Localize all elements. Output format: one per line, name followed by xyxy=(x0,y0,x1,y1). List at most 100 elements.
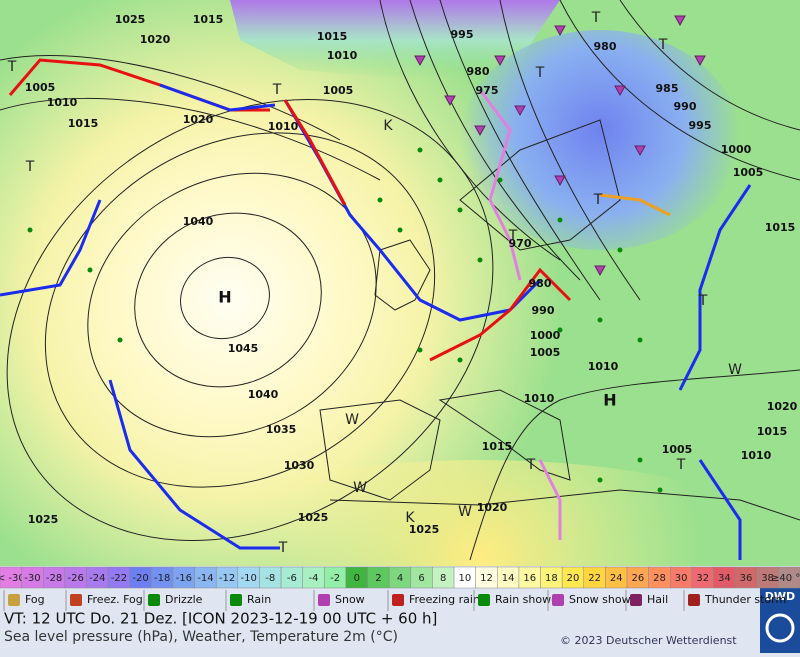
isobar-label: 1000 xyxy=(721,143,752,156)
copyright: © 2023 Deutscher Wetterdienst xyxy=(560,634,737,647)
scale-label: -6 xyxy=(287,573,297,584)
map-symbol: T xyxy=(593,192,603,208)
legend-label: Thunder storm xyxy=(704,593,786,606)
cold-front xyxy=(0,199,102,297)
logo-text: DWD xyxy=(765,590,795,603)
isobar-label: 1020 xyxy=(767,400,798,413)
isobar-label: 1010 xyxy=(47,96,78,109)
rain-symbol xyxy=(657,487,663,493)
scale-label: -26 xyxy=(68,573,84,584)
isobar-label: 1005 xyxy=(25,81,56,94)
scale-label: -24 xyxy=(89,573,105,584)
map-symbol: T xyxy=(272,82,282,98)
isobar-label: 1005 xyxy=(530,346,561,359)
rain-symbol xyxy=(87,267,93,273)
scale-label: 0 xyxy=(354,573,360,584)
isobar-label: 1010 xyxy=(327,49,358,62)
snow-shower-symbol xyxy=(594,265,606,277)
map-symbol: T xyxy=(676,457,686,473)
snow-shower-symbol xyxy=(414,55,426,67)
isobar-label: 990 xyxy=(532,304,555,317)
rain-symbol xyxy=(377,197,383,203)
rain-symbol xyxy=(557,217,563,223)
coastlines xyxy=(319,119,800,521)
scale-label: 24 xyxy=(610,573,623,584)
isobar-label: 1010 xyxy=(524,392,555,405)
scale-label: 38 xyxy=(761,573,774,584)
snow-shower-symbol xyxy=(674,15,686,27)
scale-label: 4 xyxy=(397,573,403,584)
scale-label: 26 xyxy=(631,573,644,584)
legend-icon xyxy=(230,594,242,606)
legend-label: Freez. Fog xyxy=(87,593,143,606)
legend-label: Snow xyxy=(335,593,365,606)
scale-label: -20 xyxy=(132,573,148,584)
legend-icon xyxy=(70,594,82,606)
map-symbol: W xyxy=(458,504,472,520)
map-symbol: T xyxy=(278,540,288,556)
rain-symbol xyxy=(637,457,643,463)
isobar-label: 990 xyxy=(674,100,697,113)
isobar-label: 1010 xyxy=(588,360,619,373)
snow-shower-symbol xyxy=(554,25,566,37)
rain-symbol xyxy=(617,247,623,253)
legend-label: Rain xyxy=(247,593,271,606)
snow-shower-symbol xyxy=(614,85,626,97)
map-symbol: W xyxy=(345,412,359,428)
trough xyxy=(599,193,671,217)
scale-label: -22 xyxy=(111,573,127,584)
scale-label: 20 xyxy=(567,573,580,584)
isobar-label: 1020 xyxy=(140,33,171,46)
isobar-label: 1025 xyxy=(409,523,440,536)
rain-symbol xyxy=(117,337,123,343)
isobar-label: 975 xyxy=(476,84,499,97)
scale-label: -4 xyxy=(309,573,319,584)
isobar-label: 985 xyxy=(656,82,679,95)
map-symbol: K xyxy=(383,118,393,134)
isobar-label: 980 xyxy=(529,277,552,290)
scale-label: 32 xyxy=(696,573,709,584)
map-symbol: W xyxy=(353,480,367,496)
isobar-label: 1020 xyxy=(183,113,214,126)
map-symbol: T xyxy=(508,228,518,244)
rain-symbol xyxy=(397,227,403,233)
description: Sea level pressure (hPa), Weather, Tempe… xyxy=(4,629,398,645)
scale-label: -18 xyxy=(154,573,170,584)
isobar-label: 1005 xyxy=(733,166,764,179)
cold-front xyxy=(108,379,280,550)
scale-label: -30 xyxy=(24,573,40,584)
snow-shower-symbol xyxy=(514,105,526,117)
rain-symbol xyxy=(597,477,603,483)
scale-label: -2 xyxy=(330,573,340,584)
rain-symbol xyxy=(557,327,563,333)
map-symbol: T xyxy=(698,293,708,309)
isobar-label: 1005 xyxy=(323,84,354,97)
cold-front xyxy=(678,184,752,391)
map-symbol: T xyxy=(591,10,601,26)
legend-icon xyxy=(688,594,700,606)
dwd-logo-mark xyxy=(765,613,795,643)
rain-symbol xyxy=(497,177,503,183)
scale-label: -12 xyxy=(219,573,235,584)
isobar-label: 1015 xyxy=(482,440,513,453)
scandinavia-cold xyxy=(460,30,740,250)
legend-icon xyxy=(392,594,404,606)
scale-label: -8 xyxy=(265,573,275,584)
isobar-label: 1015 xyxy=(68,117,99,130)
isobar-label: 1010 xyxy=(741,449,772,462)
isobar-label: 980 xyxy=(594,40,617,53)
legend-label: Hail xyxy=(647,593,668,606)
isobar-label: 995 xyxy=(451,28,474,41)
scale-label: 30 xyxy=(675,573,688,584)
scale-label: 8 xyxy=(440,573,446,584)
map-symbol: K xyxy=(405,510,415,526)
rain-symbol xyxy=(457,357,463,363)
scale-label: 12 xyxy=(480,573,493,584)
scale-label: 6 xyxy=(418,573,424,584)
map-symbol: T xyxy=(535,65,545,81)
isobar-label: 1025 xyxy=(115,13,146,26)
rain-symbol xyxy=(597,317,603,323)
isobar-label: 1015 xyxy=(765,221,796,234)
scale-label: < -30 xyxy=(0,573,25,584)
legend-label: Snow shower xyxy=(569,593,642,606)
